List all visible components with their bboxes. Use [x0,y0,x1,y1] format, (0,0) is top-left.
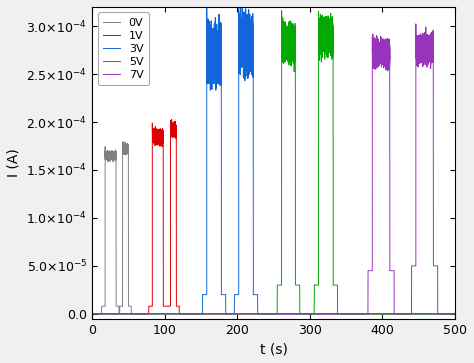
0V [89,312,95,316]
5V [452,312,458,316]
1V [334,312,339,316]
7V [441,312,447,316]
Line: 5V: 5V [92,11,455,314]
1V [452,312,458,316]
5V [89,312,95,316]
5V [300,312,305,316]
7V [154,312,159,316]
0V [182,312,187,316]
0V [334,312,339,316]
7V [334,312,339,316]
5V [334,283,339,287]
5V [441,312,447,316]
5V [182,312,187,316]
3V [300,312,305,316]
0V [441,312,447,316]
7V [300,312,305,316]
3V [441,312,447,316]
7V [89,312,95,316]
5V [154,312,159,316]
7V [182,312,187,316]
7V [389,269,394,273]
3V [334,312,339,316]
1V [389,312,394,316]
1V [169,117,174,122]
Line: 3V: 3V [92,0,455,314]
1V [182,312,187,316]
0V [300,312,305,316]
Line: 7V: 7V [92,24,455,314]
3V [89,312,95,316]
3V [389,312,394,316]
1V [441,312,447,316]
7V [413,22,419,26]
5V [279,9,284,13]
Legend: 0V, 1V, 3V, 5V, 7V: 0V, 1V, 3V, 5V, 7V [98,12,149,85]
3V [452,312,458,316]
0V [120,139,126,144]
0V [452,312,458,316]
1V [154,134,159,139]
7V [452,312,458,316]
3V [182,312,187,316]
1V [300,312,305,316]
0V [389,312,394,316]
Y-axis label: I (A): I (A) [7,148,21,177]
Line: 1V: 1V [92,119,455,314]
1V [89,312,95,316]
3V [154,312,159,316]
5V [389,312,394,316]
Line: 0V: 0V [92,142,455,314]
0V [154,312,159,316]
X-axis label: t (s): t (s) [260,342,288,356]
